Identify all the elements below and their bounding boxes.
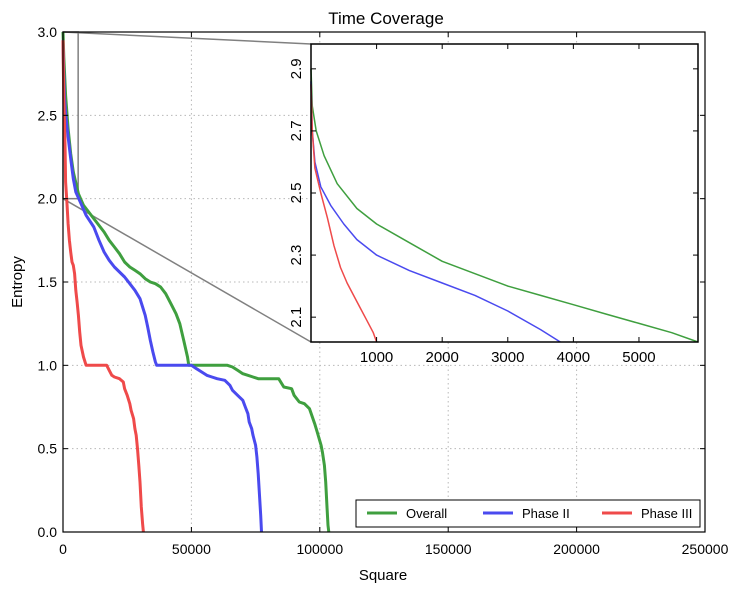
x-tick-label: 250000: [682, 541, 729, 557]
inset-x-tick-label: 2000: [425, 349, 458, 366]
inset-x-tick-label: 3000: [491, 349, 524, 366]
inset-background: [311, 44, 698, 342]
y-axis-label: Entropy: [9, 256, 26, 308]
x-tick-label: 50000: [172, 541, 211, 557]
y-tick-label: 1.0: [38, 357, 58, 373]
series-line-phase-iii: [61, 40, 145, 533]
inset-y-tick-label: 2.1: [288, 307, 305, 328]
x-axis-label: Square: [359, 567, 407, 584]
inset-series-line-phase-iii: [310, 84, 378, 343]
y-tick-label: 2.5: [38, 107, 58, 123]
legend-label-phase-ii: Phase II: [522, 506, 570, 521]
legend-box: [355, 499, 701, 528]
chart-title: Time Coverage: [328, 9, 444, 28]
x-tick-label: 200000: [553, 541, 600, 557]
y-ticks: 0.0 0.5 1.0 1.5 2.0 2.5 3.0: [38, 24, 705, 540]
x-ticks: 0 50000 100000 150000 200000 250000: [59, 32, 729, 557]
inset-x-ticks: 1000 2000 3000 4000 5000: [360, 44, 656, 366]
series-lines: [61, 31, 331, 533]
inset-y-tick-label: 2.5: [288, 183, 305, 204]
inset-y-tick-label: 2.3: [288, 245, 305, 266]
y-tick-label: 3.0: [38, 24, 58, 40]
inset-x-tick-label: 5000: [622, 349, 655, 366]
inset-y-tick-label: 2.7: [288, 120, 305, 141]
inset-series-line-overall: [310, 68, 699, 343]
inset-x-tick-label: 4000: [557, 349, 590, 366]
zoom-indicator: [62, 31, 312, 343]
x-tick-label: 150000: [425, 541, 472, 557]
legend-label-phase-iii: Phase III: [641, 506, 692, 521]
y-tick-label: 0.0: [38, 524, 58, 540]
y-tick-label: 0.5: [38, 441, 58, 457]
inset-plot: 1000 2000 3000 4000 5000 2.1 2.3 2.5 2.7 2.9: [288, 43, 699, 366]
legend: Overall Phase II Phase III: [355, 499, 701, 528]
inset-y-ticks: 2.1 2.3 2.5 2.7 2.9: [288, 58, 698, 328]
zoom-connector-bottom: [62, 198, 312, 343]
inset-x-tick-label: 1000: [360, 349, 393, 366]
x-tick-label: 100000: [296, 541, 343, 557]
zoom-connector-top: [62, 31, 312, 45]
inset-y-tick-label: 2.9: [288, 58, 305, 79]
series-line-overall: [61, 31, 331, 533]
legend-label-overall: Overall: [406, 506, 447, 521]
inset-series-lines: [310, 68, 699, 343]
y-tick-label: 2.0: [38, 191, 58, 207]
series-line-phase-ii: [61, 40, 263, 533]
x-tick-label: 0: [59, 541, 67, 557]
y-tick-label: 1.5: [38, 274, 58, 290]
inset-series-line-phase-ii: [310, 81, 561, 343]
